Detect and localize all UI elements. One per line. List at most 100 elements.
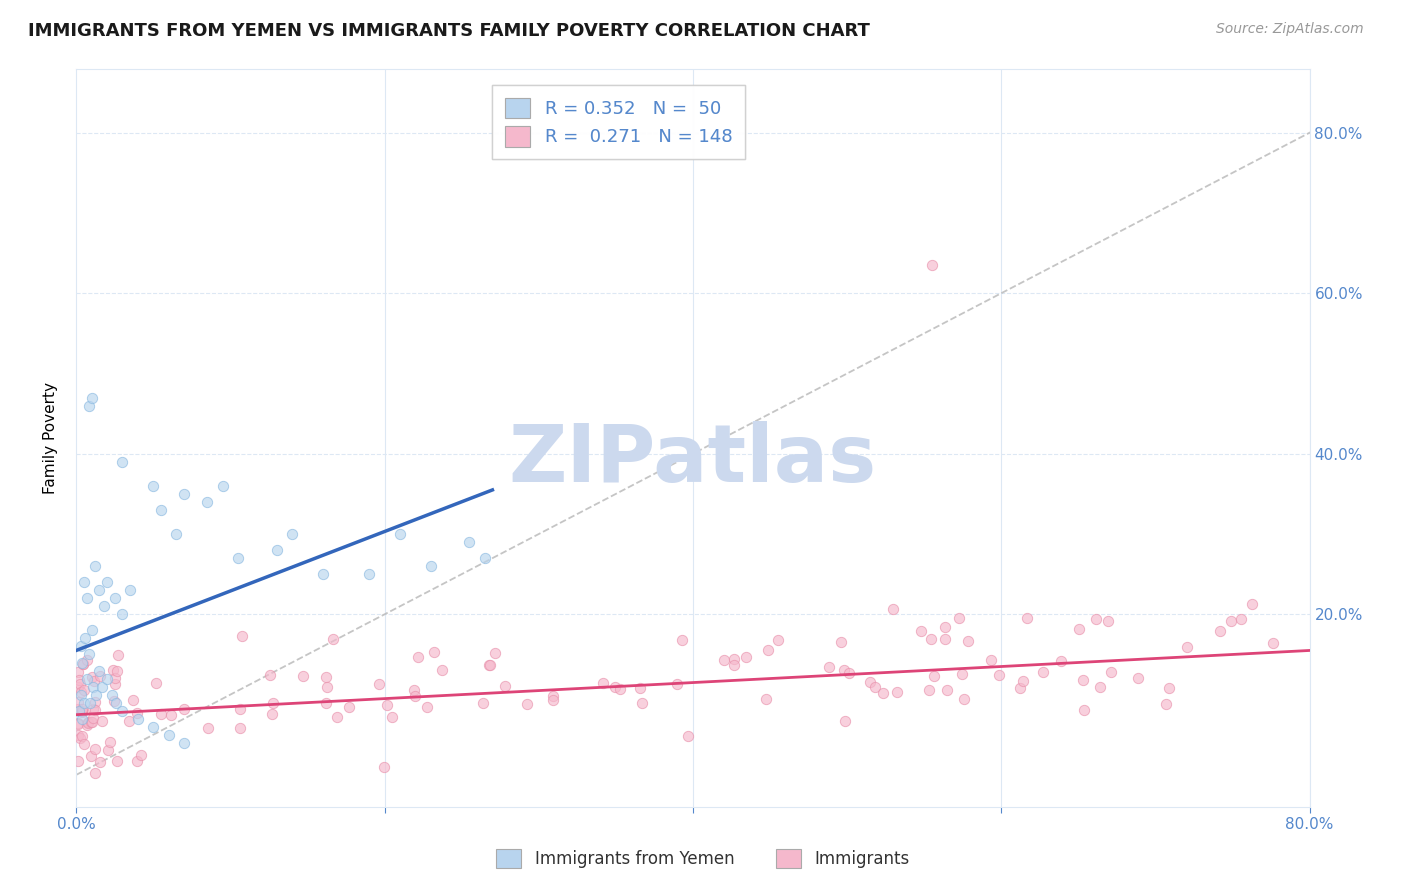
Point bbox=[766, 633, 789, 648]
Point bbox=[93, 599, 115, 614]
Point bbox=[69, 677, 91, 691]
Point bbox=[105, 696, 128, 710]
Point bbox=[921, 258, 943, 272]
Legend: Immigrants from Yemen, Immigrants: Immigrants from Yemen, Immigrants bbox=[489, 842, 917, 875]
Point bbox=[142, 479, 165, 493]
Point bbox=[122, 692, 145, 706]
Point bbox=[67, 665, 90, 679]
Point bbox=[484, 646, 506, 660]
Point bbox=[111, 455, 134, 469]
Point bbox=[1015, 611, 1038, 625]
Point bbox=[76, 591, 98, 606]
Point bbox=[368, 677, 391, 691]
Point bbox=[419, 559, 441, 574]
Point bbox=[676, 729, 699, 743]
Point bbox=[735, 650, 758, 665]
Point bbox=[82, 680, 104, 694]
Point bbox=[326, 710, 349, 724]
Point bbox=[79, 696, 101, 710]
Point bbox=[948, 611, 970, 625]
Point bbox=[72, 702, 94, 716]
Point bbox=[541, 689, 564, 703]
Point bbox=[83, 674, 105, 689]
Point bbox=[755, 692, 778, 706]
Point bbox=[197, 721, 219, 735]
Point bbox=[103, 663, 125, 677]
Point bbox=[1067, 622, 1090, 636]
Point bbox=[103, 693, 125, 707]
Point bbox=[723, 652, 745, 666]
Point bbox=[80, 624, 103, 638]
Point bbox=[76, 672, 98, 686]
Point bbox=[953, 691, 976, 706]
Point bbox=[957, 634, 980, 648]
Point bbox=[91, 714, 114, 728]
Point bbox=[66, 754, 89, 768]
Point bbox=[474, 551, 496, 566]
Point bbox=[73, 683, 96, 698]
Text: IMMIGRANTS FROM YEMEN VS IMMIGRANTS FAMILY POVERTY CORRELATION CHART: IMMIGRANTS FROM YEMEN VS IMMIGRANTS FAMI… bbox=[28, 22, 870, 40]
Point bbox=[69, 640, 91, 654]
Point bbox=[886, 684, 908, 698]
Point bbox=[1088, 680, 1111, 694]
Point bbox=[82, 702, 104, 716]
Point bbox=[516, 698, 538, 712]
Point bbox=[120, 583, 142, 598]
Point bbox=[160, 708, 183, 723]
Point bbox=[76, 715, 98, 730]
Point bbox=[70, 704, 93, 718]
Point bbox=[609, 681, 631, 696]
Point bbox=[149, 503, 172, 517]
Point bbox=[1220, 614, 1243, 628]
Point bbox=[1073, 673, 1095, 687]
Point bbox=[67, 704, 90, 718]
Point bbox=[1229, 612, 1251, 626]
Point bbox=[157, 728, 180, 742]
Point bbox=[1008, 681, 1031, 696]
Point bbox=[67, 728, 90, 742]
Point bbox=[67, 680, 90, 694]
Point bbox=[96, 672, 118, 686]
Point bbox=[165, 527, 187, 541]
Point bbox=[76, 718, 98, 732]
Point bbox=[75, 632, 97, 646]
Point bbox=[1097, 614, 1119, 628]
Point bbox=[631, 696, 654, 710]
Point bbox=[1032, 665, 1054, 679]
Point bbox=[96, 575, 118, 590]
Point bbox=[70, 684, 93, 698]
Point bbox=[72, 712, 94, 726]
Point bbox=[1157, 681, 1180, 695]
Point bbox=[416, 699, 439, 714]
Y-axis label: Family Poverty: Family Poverty bbox=[44, 382, 58, 494]
Point bbox=[98, 735, 121, 749]
Point bbox=[145, 676, 167, 690]
Point bbox=[980, 653, 1002, 667]
Point bbox=[229, 722, 252, 736]
Point bbox=[76, 653, 98, 667]
Point bbox=[73, 575, 96, 590]
Point bbox=[259, 668, 281, 682]
Point bbox=[173, 487, 195, 501]
Point bbox=[72, 656, 94, 670]
Point bbox=[66, 717, 89, 731]
Point bbox=[80, 749, 103, 764]
Point bbox=[603, 680, 626, 694]
Point bbox=[73, 737, 96, 751]
Point bbox=[83, 766, 105, 780]
Point bbox=[1050, 655, 1073, 669]
Point bbox=[422, 645, 444, 659]
Point bbox=[478, 657, 501, 672]
Point bbox=[83, 741, 105, 756]
Point bbox=[388, 527, 411, 541]
Point bbox=[70, 705, 93, 719]
Point bbox=[149, 707, 172, 722]
Text: Source: ZipAtlas.com: Source: ZipAtlas.com bbox=[1216, 22, 1364, 37]
Point bbox=[920, 632, 942, 647]
Point bbox=[315, 696, 337, 710]
Point bbox=[80, 391, 103, 405]
Point bbox=[127, 712, 149, 726]
Point bbox=[77, 716, 100, 731]
Point bbox=[111, 704, 134, 718]
Point bbox=[1011, 673, 1033, 688]
